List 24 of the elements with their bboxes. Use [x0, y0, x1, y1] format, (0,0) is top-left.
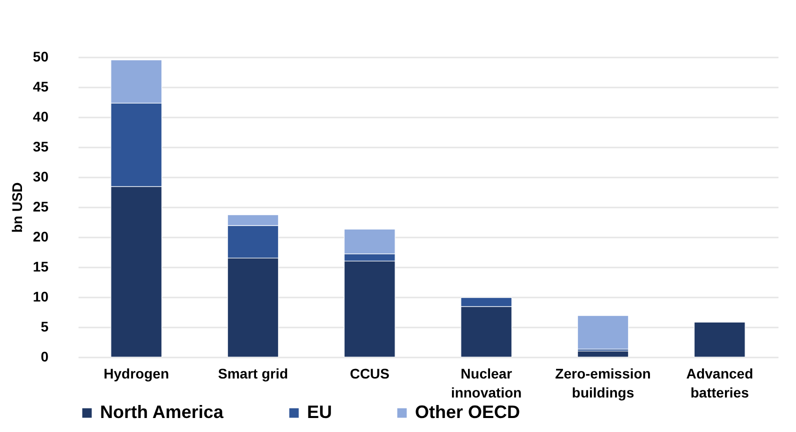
legend-label: EU	[307, 402, 332, 422]
bar	[577, 315, 629, 350]
y-tick-label: 15	[32, 258, 49, 274]
y-tick-label: 30	[32, 168, 49, 184]
x-tick-label: Hydrogen	[104, 366, 170, 382]
y-tick-label: 20	[32, 228, 49, 244]
x-tick-label: CCUS	[350, 366, 390, 382]
y-tick-label: 0	[40, 348, 49, 364]
y-tick-label: 10	[32, 288, 49, 304]
x-tick-label: Nuclear innovation	[450, 366, 522, 400]
y-axis-title: bn USD	[8, 182, 25, 233]
y-tick-label: 40	[32, 108, 49, 124]
x-tick-label: Smart grid	[218, 366, 288, 382]
y-tick-label: 25	[32, 198, 49, 214]
x-tick-label: Advanced batteries	[686, 366, 754, 400]
y-tick-label: 35	[32, 138, 49, 154]
legend-label: Other OECD	[415, 402, 520, 422]
y-tick-label: 50	[32, 48, 49, 64]
x-tick-label: Zero-emission buildings	[555, 366, 651, 400]
y-tick-label: 5	[40, 318, 49, 334]
bar	[694, 322, 746, 358]
y-tick-label: 45	[32, 78, 49, 94]
legend-label: North America	[100, 402, 224, 422]
bar	[577, 350, 629, 358]
